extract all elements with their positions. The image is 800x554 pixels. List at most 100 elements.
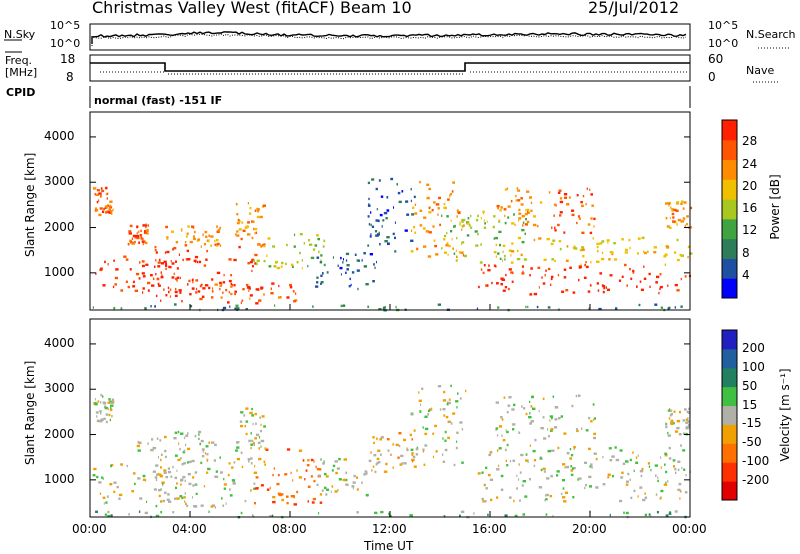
- heatmap-cell: [207, 467, 211, 471]
- heatmap-cell: [688, 411, 691, 414]
- heatmap-cell: [443, 390, 446, 394]
- heatmap-cell: [249, 206, 252, 210]
- heatmap-cell: [670, 419, 674, 422]
- heatmap-cell: [373, 454, 377, 457]
- heatmap-cell: [583, 276, 587, 279]
- heatmap-cell: [152, 277, 155, 280]
- heatmap-cell: [285, 262, 287, 266]
- heatmap-cell: [129, 268, 132, 271]
- nave-tick-high: 60: [708, 52, 724, 66]
- heatmap-cell: [657, 476, 659, 479]
- heatmap-cell: [100, 187, 103, 190]
- heatmap-cell: [466, 222, 470, 225]
- heatmap-cell: [493, 264, 496, 267]
- heatmap-cell: [109, 408, 113, 412]
- heatmap-cell: [410, 188, 412, 191]
- heatmap-cell: [183, 436, 186, 440]
- heatmap-cell: [230, 274, 232, 277]
- heatmap-cell: [545, 498, 548, 501]
- heatmap-cell: [94, 403, 98, 406]
- heatmap-cell: [677, 218, 682, 222]
- heatmap-cell: [585, 261, 587, 264]
- heatmap-cell: [168, 290, 170, 294]
- heatmap-cell: [202, 450, 204, 453]
- heatmap-cell: [394, 221, 396, 224]
- heatmap-cell: [636, 285, 638, 288]
- heatmap-cell: [214, 243, 217, 246]
- heatmap-cell: [196, 287, 198, 291]
- heatmap-cell: [419, 180, 421, 184]
- heatmap-cell: [236, 441, 238, 445]
- heatmap-cell: [557, 446, 560, 450]
- heatmap-cell: [388, 512, 391, 515]
- heatmap-cell: [585, 265, 589, 269]
- heatmap-cell: [667, 284, 669, 287]
- heatmap-cell: [639, 486, 643, 489]
- heatmap-cell: [203, 243, 206, 246]
- heatmap-cell: [453, 463, 456, 467]
- heatmap-cell: [140, 229, 142, 232]
- heatmap-cell: [385, 462, 388, 466]
- heatmap-cell: [623, 511, 625, 514]
- heatmap-cell: [369, 253, 373, 256]
- heatmap-cell: [200, 504, 204, 507]
- heatmap-cell: [163, 260, 167, 263]
- heatmap-cell: [533, 292, 538, 296]
- heatmap-cell: [590, 261, 592, 264]
- heatmap-cell: [589, 188, 591, 191]
- heatmap-cell: [186, 249, 189, 253]
- heatmap-cell: [527, 211, 530, 214]
- heatmap-cell: [316, 234, 319, 237]
- heatmap-cell: [522, 513, 526, 516]
- heatmap-cell: [345, 483, 349, 486]
- heatmap-cell: [103, 207, 106, 211]
- heatmap-cell: [138, 510, 141, 513]
- heatmap-cell: [441, 247, 443, 250]
- heatmap-cell: [294, 292, 297, 295]
- heatmap-cell: [456, 255, 458, 258]
- heatmap-cell: [508, 496, 512, 499]
- heatmap-cell: [199, 284, 202, 288]
- heatmap-cell: [159, 473, 162, 476]
- heatmap-cell: [619, 499, 623, 503]
- heatmap-cell: [99, 420, 103, 423]
- heatmap-cell: [424, 427, 429, 431]
- heatmap-cell: [245, 308, 248, 311]
- heatmap-cell: [606, 288, 610, 291]
- heatmap-cell: [102, 284, 106, 287]
- heatmap-cell: [595, 486, 599, 489]
- heatmap-cell: [492, 225, 495, 229]
- heatmap-cell: [311, 501, 315, 504]
- heatmap-cell: [236, 230, 239, 233]
- heatmap-cell: [375, 463, 378, 466]
- heatmap-cell: [368, 203, 370, 206]
- heatmap-cell: [600, 257, 605, 261]
- heatmap-cell: [215, 470, 218, 473]
- heatmap-cell: [409, 514, 413, 517]
- heatmap-cell: [233, 284, 236, 287]
- heatmap-cell: [543, 437, 547, 440]
- heatmap-cell: [504, 221, 507, 225]
- heatmap-cell: [100, 393, 102, 397]
- freq-tick-low: 8: [66, 70, 74, 84]
- heatmap-cell: [668, 446, 671, 450]
- heatmap-cell: [483, 264, 486, 267]
- heatmap-cell: [487, 269, 491, 272]
- heatmap-cell: [540, 468, 543, 472]
- colorbar-tick-label: -200: [742, 473, 770, 488]
- heatmap-cell: [554, 229, 557, 232]
- heatmap-cell: [155, 294, 158, 298]
- heatmap-cell: [154, 305, 156, 308]
- heatmap-cell: [210, 244, 213, 247]
- heatmap-cell: [677, 460, 681, 463]
- heatmap-cell: [232, 481, 236, 484]
- heatmap-cell: [110, 212, 113, 215]
- heatmap-cell: [665, 481, 667, 484]
- heatmap-cell: [104, 406, 108, 410]
- heatmap-cell: [521, 272, 525, 275]
- heatmap-cell: [513, 213, 515, 216]
- heatmap-cell: [107, 514, 111, 518]
- heatmap-cell: [208, 510, 210, 513]
- heatmap-cell: [194, 471, 198, 474]
- heatmap-cell: [503, 396, 506, 399]
